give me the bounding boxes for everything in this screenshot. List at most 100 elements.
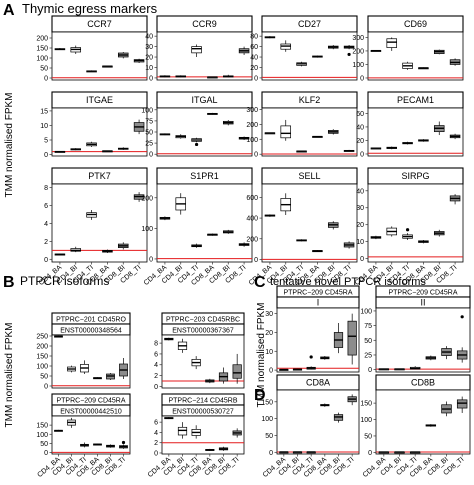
- section-b-title: PTPCR isoforms: [20, 274, 109, 288]
- panel-frame: [367, 183, 464, 263]
- y-tick-label: 4: [154, 362, 158, 369]
- y-tick-label: 100: [352, 62, 364, 69]
- panel-frame: [367, 31, 464, 81]
- panel-title: S1PR1: [190, 171, 219, 181]
- box-body: [280, 125, 292, 139]
- panel-frame: [156, 31, 253, 81]
- y-tick-label: 0: [44, 152, 48, 159]
- y-tick-label: 150: [36, 423, 48, 430]
- y-tick-label: 2: [154, 373, 158, 380]
- y-tick-label: 6: [44, 203, 48, 210]
- y-tick-label: 50: [364, 433, 372, 440]
- panel-6: KLF2 0 100 200 300: [246, 91, 358, 159]
- y-tick-label: 100: [360, 308, 372, 315]
- y-tick-label: 0: [44, 384, 48, 391]
- panel-title: SELL: [298, 171, 320, 181]
- y-tick-label: 100: [36, 432, 48, 439]
- panel-title: PTPRC−209 CD45RA: [56, 398, 125, 405]
- y-tick-label: 20: [145, 55, 153, 62]
- y-tick-label: 200: [141, 195, 153, 202]
- panel-frame: [51, 183, 148, 263]
- y-tick-label: 40: [356, 188, 364, 195]
- y-tick-label: 8: [154, 341, 158, 348]
- panel-0: CCR7 0 50 100 150 200: [36, 15, 148, 83]
- panel-title: CCR7: [87, 19, 112, 29]
- panel-title: PTPRC−203 CD45RBC: [166, 317, 240, 324]
- y-tick-label: 75: [364, 323, 372, 330]
- panel-frame: [51, 31, 148, 81]
- panel-title: PTPRC−214 CD45RB: [168, 398, 237, 405]
- section-b-letter: B: [3, 274, 15, 291]
- y-tick-label: 6: [154, 351, 158, 358]
- panel-10: SELL0200400600CD4_BACD4_BICD4_TICD8_BACD…: [246, 167, 358, 287]
- y-tick-label: 0: [360, 256, 364, 263]
- y-tick-label: 5: [44, 138, 48, 145]
- panel-title: SIRPG: [401, 171, 429, 181]
- y-tick-label: 10: [145, 65, 153, 72]
- y-tick-label: 200: [352, 48, 364, 55]
- y-tick-label: 100: [261, 416, 273, 423]
- section-c-title: tentative novel PTPCR isoforms: [270, 276, 426, 288]
- panel-title: KLF2: [299, 95, 321, 105]
- y-tick-label: 40: [250, 55, 258, 62]
- y-tick-label: 20: [265, 330, 273, 337]
- box-outlier: [347, 52, 351, 57]
- panel-4: ITGAE 0 5 10 15: [40, 91, 148, 159]
- y-tick-label: 0: [44, 450, 48, 457]
- y-tick-label: 600: [246, 195, 258, 202]
- section-b-ylabel: TMM normalised FPKM: [4, 322, 15, 427]
- y-tick-label: 80: [250, 34, 258, 41]
- y-tick-label: 250: [36, 334, 48, 341]
- y-tick-label: 0: [368, 450, 372, 457]
- panel-frame: [51, 107, 148, 157]
- panel-subtitle: ENST00000442510: [60, 409, 122, 416]
- y-tick-label: 50: [40, 66, 48, 73]
- y-tick-label: 150: [36, 46, 48, 53]
- panel-frame: [261, 183, 358, 263]
- y-tick-label: 75: [145, 118, 153, 125]
- panel-title: PECAM1: [397, 95, 434, 105]
- box-outlier: [460, 315, 464, 319]
- panel-title: CD8A: [306, 378, 330, 388]
- y-tick-label: 40: [356, 124, 364, 131]
- panel-14: PTPRC−209 CD45RA ENST00000442510 0 50 100 150…: [36, 393, 131, 479]
- y-tick-label: 150: [36, 354, 48, 361]
- y-tick-label: 100: [36, 364, 48, 371]
- box-body: [232, 364, 242, 379]
- y-tick-label: 20: [356, 138, 364, 145]
- y-tick-label: 0: [149, 256, 153, 263]
- panel-2: CD27 0 20 40 60 80: [250, 15, 358, 82]
- y-tick-label: 10: [40, 123, 48, 130]
- y-tick-label: 100: [36, 56, 48, 63]
- panel-title: CCR9: [192, 19, 217, 29]
- panel-3: CD69 0 100 200 300: [352, 15, 464, 82]
- panel-18: CD8A050100150CD4_BACD4_BICD4_TICD8_BACD8…: [261, 374, 360, 479]
- y-tick-label: 30: [265, 311, 273, 318]
- panel-subtitle: I: [317, 298, 320, 308]
- y-tick-label: 0: [368, 367, 372, 374]
- panel-19: CD8B050100150CD4_BACD4_BICD4_TICD8_BACD8…: [360, 374, 471, 479]
- y-tick-label: 0: [154, 450, 158, 457]
- y-tick-label: 0: [44, 76, 48, 83]
- y-tick-label: 30: [145, 44, 153, 51]
- panel-frame: [367, 107, 464, 157]
- panel-frame: [276, 389, 360, 455]
- y-tick-label: 25: [364, 352, 372, 359]
- panel-frame: [51, 334, 131, 389]
- y-tick-label: 15: [40, 108, 48, 115]
- box-body: [456, 399, 468, 409]
- panel-7: PECAM1 0 20 40 60: [356, 91, 464, 158]
- y-tick-label: 200: [36, 344, 48, 351]
- y-tick-label: 0: [154, 384, 158, 391]
- panel-subtitle: ENST00000348564: [60, 328, 122, 335]
- panel-frame: [161, 334, 245, 389]
- y-tick-label: 2: [154, 440, 158, 447]
- y-tick-label: 50: [40, 441, 48, 448]
- y-tick-label: 100: [141, 226, 153, 233]
- section-a-letter: A: [3, 2, 15, 19]
- panel-title: PTPRC−209 CD45RA: [388, 290, 457, 297]
- y-tick-label: 0: [254, 257, 258, 264]
